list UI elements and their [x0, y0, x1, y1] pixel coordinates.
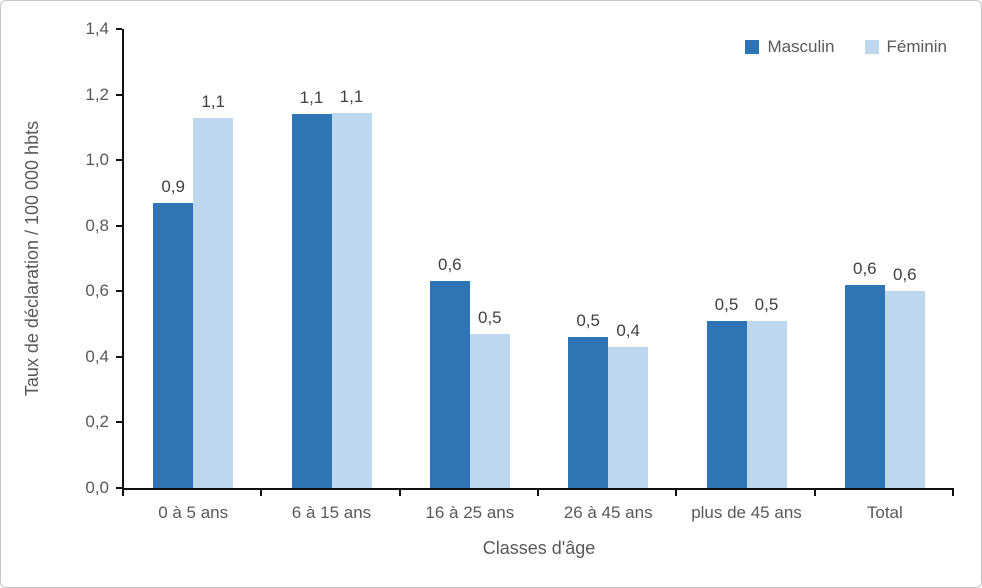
y-tick-mark	[116, 290, 122, 293]
bar-value-label: 0,5	[576, 311, 600, 330]
bar-value-label: 1,1	[201, 92, 225, 111]
y-tick-label: 0,2	[85, 412, 109, 432]
y-tick-mark	[116, 93, 122, 96]
y-tick-mark	[116, 421, 122, 424]
bar-féminin-1	[331, 113, 372, 488]
y-tick-mark	[116, 28, 122, 30]
x-category-label: 16 à 25 ans	[425, 503, 515, 522]
legend-label: Masculin	[767, 37, 835, 56]
bar-value-label: 0,5	[754, 295, 779, 314]
x-axis-line	[122, 488, 954, 490]
x-category-label: Total	[866, 503, 903, 522]
legend-swatch-icon	[745, 40, 760, 54]
bar-value-label: 0,5	[478, 308, 502, 327]
y-tick-label: 1,2	[85, 84, 109, 104]
bar-féminin-3	[608, 347, 649, 488]
legend-item-masculin: Masculin	[745, 37, 835, 57]
x-axis-title: Classes d'âge	[482, 538, 596, 558]
y-tick-label: 1,4	[85, 19, 109, 38]
y-tick-label: 0,8	[85, 215, 109, 235]
bar-masculin-5	[844, 285, 885, 488]
bar-value-label: 0,5	[714, 295, 739, 314]
bar-value-label: 1,1	[299, 88, 324, 107]
x-tick-mark	[122, 490, 124, 496]
y-tick-mark	[116, 224, 122, 227]
bar-masculin-3	[568, 337, 609, 488]
bar-value-label: 0,6	[853, 259, 877, 278]
bar-féminin-0	[193, 118, 234, 488]
bar-value-label: 1,1	[339, 87, 364, 106]
y-tick-mark	[116, 355, 122, 358]
y-tick-label: 0,6	[85, 281, 109, 301]
x-category-label: 6 à 15 ans	[291, 503, 372, 522]
y-tick-label: 0,4	[85, 346, 109, 366]
bar-féminin-4	[746, 321, 787, 488]
bar-value-label: 0,9	[161, 177, 185, 196]
x-tick-mark	[813, 490, 816, 496]
bar-féminin-5	[884, 291, 925, 488]
x-tick-mark	[952, 490, 954, 496]
legend-swatch-icon	[864, 40, 879, 54]
bar-masculin-4	[706, 321, 747, 488]
y-tick-mark	[116, 159, 122, 162]
y-tick-label: 1,0	[85, 150, 109, 170]
y-tick-mark	[116, 487, 122, 489]
x-category-label: 0 à 5 ans	[158, 503, 229, 522]
bar-masculin-1	[291, 114, 332, 488]
y-axis-line	[122, 29, 124, 490]
x-tick-mark	[260, 490, 263, 496]
y-tick-label: 0,0	[85, 478, 109, 497]
bar-value-label: 0,6	[438, 255, 462, 274]
bar-value-label: 0,6	[893, 265, 917, 284]
x-tick-mark	[398, 490, 401, 496]
x-category-label: 26 à 45 ans	[563, 503, 653, 522]
bar-féminin-2	[469, 334, 510, 488]
x-tick-mark	[537, 490, 539, 496]
bar-value-label: 0,4	[616, 321, 640, 340]
x-category-label: plus de 45 ans	[691, 503, 802, 522]
legend-item-féminin: Féminin	[864, 37, 947, 57]
legend-label: Féminin	[886, 37, 947, 56]
legend: Masculin Féminin	[745, 37, 947, 57]
bar-masculin-0	[153, 203, 194, 488]
x-tick-mark	[675, 490, 678, 496]
bar-masculin-2	[429, 281, 470, 488]
